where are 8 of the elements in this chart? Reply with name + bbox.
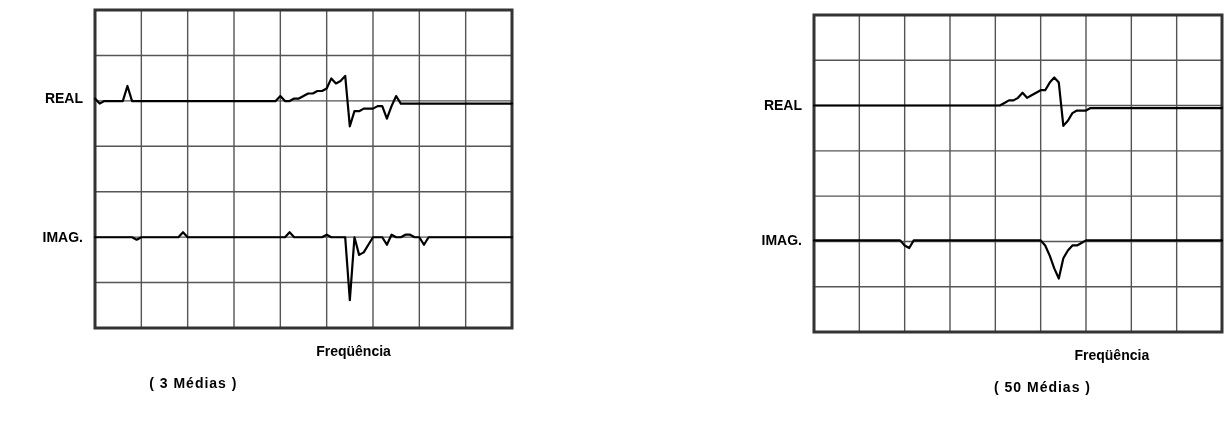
text: ( 3 Médias ) [149, 375, 238, 391]
x-axis-title: Freqüência [316, 343, 392, 359]
text: ( 50 Médias ) [993, 379, 1091, 395]
series-label: REAL [763, 97, 803, 114]
series-label: IMAG. [42, 229, 83, 246]
series-label: REAL [44, 90, 84, 107]
x-axis-title: Freqüência [1074, 347, 1150, 363]
series-label: IMAG. [761, 232, 802, 249]
